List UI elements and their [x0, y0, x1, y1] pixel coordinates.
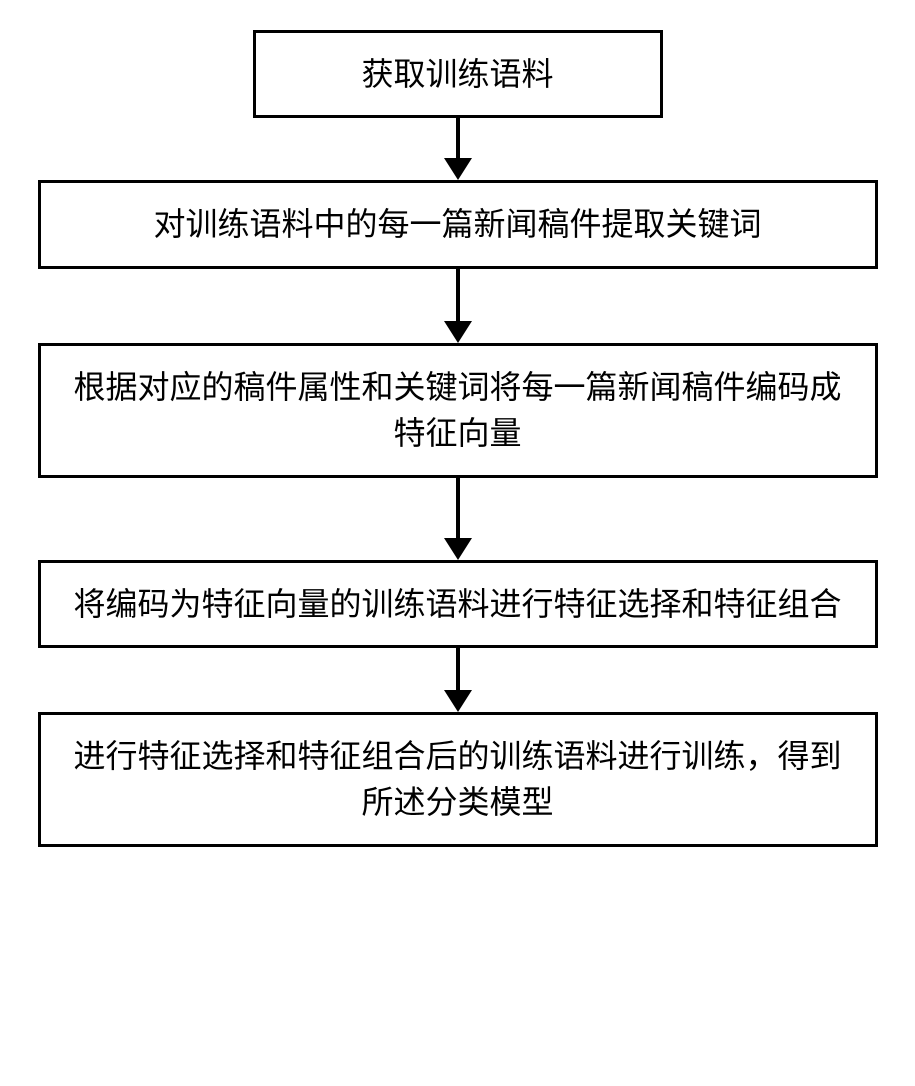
- arrow-line: [456, 478, 460, 538]
- flow-node-4-label: 将编码为特征向量的训练语料进行特征选择和特征组合: [73, 581, 841, 627]
- flow-node-4: 将编码为特征向量的训练语料进行特征选择和特征组合: [38, 560, 878, 648]
- flow-node-3: 根据对应的稿件属性和关键词将每一篇新闻稿件编码成特征向量: [38, 343, 878, 478]
- flow-node-1-label: 获取训练语料: [361, 51, 553, 97]
- flow-node-2-label: 对训练语料中的每一篇新闻稿件提取关键词: [153, 201, 761, 247]
- flow-node-3-label: 根据对应的稿件属性和关键词将每一篇新闻稿件编码成特征向量: [65, 364, 851, 457]
- arrow-line: [456, 118, 460, 158]
- flow-node-5: 进行特征选择和特征组合后的训练语料进行训练，得到所述分类模型: [38, 712, 878, 847]
- flow-node-2: 对训练语料中的每一篇新闻稿件提取关键词: [38, 180, 878, 268]
- arrow-head-icon: [444, 158, 472, 180]
- arrow-line: [456, 648, 460, 690]
- arrow-line: [456, 269, 460, 321]
- arrow-head-icon: [444, 321, 472, 343]
- arrow-head-icon: [444, 538, 472, 560]
- flow-node-1: 获取训练语料: [253, 30, 663, 118]
- arrow-head-icon: [444, 690, 472, 712]
- flowchart-container: 获取训练语料 对训练语料中的每一篇新闻稿件提取关键词 根据对应的稿件属性和关键词…: [38, 30, 878, 847]
- flow-node-5-label: 进行特征选择和特征组合后的训练语料进行训练，得到所述分类模型: [65, 733, 851, 826]
